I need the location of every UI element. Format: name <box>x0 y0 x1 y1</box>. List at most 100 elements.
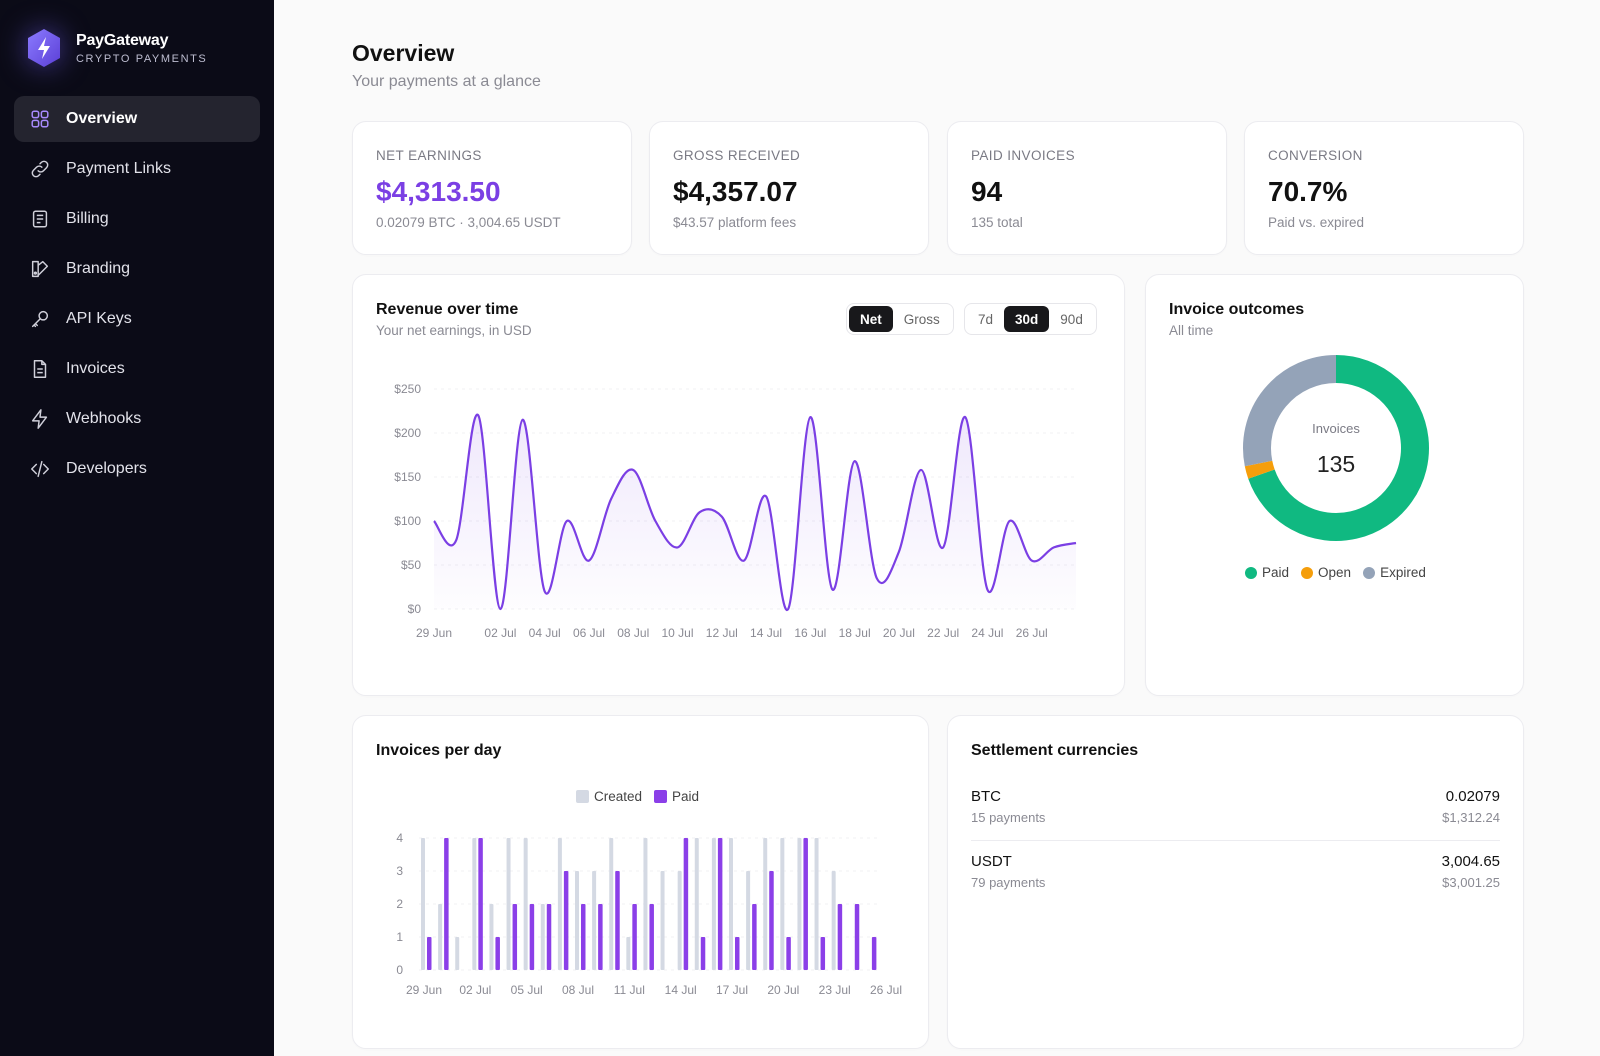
x-tick-label: 12 Jul <box>706 626 738 640</box>
legend-swatch <box>654 790 668 803</box>
sidebar-item-label: API Keys <box>66 310 132 327</box>
range-toggle: 7d 30d 90d <box>964 303 1097 335</box>
legend-item-expired: Expired <box>1363 565 1426 580</box>
link-icon <box>28 157 52 181</box>
bar-paid <box>427 937 432 970</box>
legend-item-paid: Paid <box>1245 565 1289 580</box>
currency-amount: 3,004.65 <box>1441 853 1500 870</box>
card-title: Revenue over time <box>376 301 519 318</box>
x-tick-label: 04 Jul <box>529 626 561 640</box>
y-tick-label: $0 <box>408 602 422 616</box>
x-tick-label: 18 Jul <box>839 626 871 640</box>
lightning-hexagon-icon <box>26 28 62 68</box>
currency-row-btc[interactable]: BTC 15 payments 0.02079 $1,312.24 <box>971 782 1500 846</box>
range-7d-button[interactable]: 7d <box>978 311 994 327</box>
x-tick-label: 06 Jul <box>573 626 605 640</box>
bar-created <box>660 871 665 970</box>
card-title: Invoices per day <box>376 742 502 759</box>
bar-paid <box>769 871 774 970</box>
bar-created <box>557 838 562 970</box>
bar-created <box>472 838 477 970</box>
bar-created <box>626 937 631 970</box>
stat-value: $4,357.07 <box>673 176 798 207</box>
stat-card-net-earnings: NET EARNINGS $4,313.50 0.02079 BTC · 3,0… <box>352 121 632 255</box>
donut-slice-open <box>1244 460 1275 479</box>
y-tick-label: 4 <box>396 831 403 845</box>
legend-swatch <box>1245 566 1257 579</box>
stat-sub: 135 total <box>971 215 1023 230</box>
stat-sub: 0.02079 BTC · 3,004.65 USDT <box>376 215 561 230</box>
x-tick-label: 24 Jul <box>971 626 1003 640</box>
stat-value: 70.7% <box>1268 176 1348 207</box>
legend-item-created: Created <box>576 789 642 804</box>
legend-swatch <box>1363 566 1376 579</box>
legend-swatch <box>576 790 589 803</box>
outcomes-donut-chart: Invoices 135 <box>1243 355 1429 541</box>
sidebar-item-branding[interactable]: Branding <box>14 246 260 292</box>
sidebar-item-label: Branding <box>66 260 131 277</box>
sidebar-item-developers[interactable]: Developers <box>14 446 260 492</box>
bar-created <box>609 838 614 970</box>
bar-paid <box>735 937 740 970</box>
bar-paid <box>546 904 552 970</box>
y-tick-label: $250 <box>394 382 421 396</box>
x-tick-label: 14 Jul <box>750 626 782 640</box>
legend-item-open: Open <box>1301 565 1351 580</box>
currency-row-usdt[interactable]: USDT 79 payments 3,004.65 $3,001.25 <box>971 847 1500 911</box>
bar-created <box>575 871 579 970</box>
stat-label: GROSS RECEIVED <box>673 148 801 163</box>
sidebar-item-payment-links[interactable]: Payment Links <box>14 146 260 192</box>
bar-created <box>763 838 768 970</box>
metric-toggle: Net Gross <box>846 303 954 335</box>
stat-card-paid-invoices: PAID INVOICES 94 135 total <box>947 121 1227 255</box>
y-tick-label: $50 <box>401 558 421 572</box>
card-subtitle: Your net earnings, in USD <box>376 323 532 338</box>
range-90d-button[interactable]: 90d <box>1060 311 1083 327</box>
currency-amount: 0.02079 <box>1445 788 1500 805</box>
toggle-net-button[interactable]: Net <box>849 306 893 332</box>
sidebar-item-label: Payment Links <box>66 160 171 177</box>
revenue-area <box>434 414 1076 611</box>
x-tick-label: 29 Jun <box>416 626 452 640</box>
x-tick-label: 22 Jul <box>927 626 959 640</box>
legend-label: Open <box>1318 565 1352 580</box>
main-content: Overview Your payments at a glance NET E… <box>274 0 1600 1056</box>
range-30d-button[interactable]: 30d <box>1004 306 1050 332</box>
revenue-chart: $0 $50 $100 $150 $200 $250 29 Jun 02 Jul 04 Jul 0… <box>394 382 1077 640</box>
sidebar: PayGateway CRYPTO PAYMENTS Overview Paym… <box>0 0 274 1056</box>
bar-created <box>643 838 648 970</box>
stat-card-conversion: CONVERSION 70.7% Paid vs. expired <box>1244 121 1524 255</box>
brand[interactable]: PayGateway CRYPTO PAYMENTS <box>26 28 207 68</box>
currency-name: BTC <box>971 788 1001 805</box>
bar-paid <box>478 838 483 970</box>
bar-created <box>780 838 785 970</box>
sidebar-item-api-keys[interactable]: API Keys <box>14 296 260 342</box>
legend-label: Expired <box>1380 565 1426 580</box>
invoices-bar-chart: 0 1 2 3 4 29 Jun 02 Jul 05 Jul 08 Jul 11 Jul 14 Ju… <box>396 831 902 997</box>
brand-name: PayGateway <box>76 31 169 49</box>
x-tick-label: 14 Jul <box>665 983 697 997</box>
stat-sub: $43.57 platform fees <box>673 215 797 230</box>
donut-center-value: 135 <box>1317 451 1355 477</box>
bar-paid <box>854 904 860 970</box>
stat-value: 94 <box>971 176 1003 207</box>
x-tick-label: 08 Jul <box>562 983 594 997</box>
bar-created <box>438 904 443 970</box>
currency-payments: 79 payments <box>971 875 1046 890</box>
toggle-gross-button[interactable]: Gross <box>903 311 940 327</box>
stat-value: $4,313.50 <box>376 176 501 207</box>
currency-usd: $1,312.24 <box>1442 810 1500 825</box>
sidebar-nav: Overview Payment Links Billing Branding … <box>14 96 260 496</box>
bar-created <box>592 871 597 970</box>
bar-paid <box>615 871 620 970</box>
y-tick-label: 3 <box>396 864 403 878</box>
x-tick-label: 20 Jul <box>767 983 799 997</box>
donut-center-label: Invoices <box>1312 421 1360 436</box>
sidebar-item-overview[interactable]: Overview <box>14 96 260 142</box>
bar-paid <box>495 937 500 970</box>
bar-paid <box>752 904 757 970</box>
sidebar-item-invoices[interactable]: Invoices <box>14 346 260 392</box>
sidebar-item-webhooks[interactable]: Webhooks <box>14 396 260 442</box>
sidebar-item-billing[interactable]: Billing <box>14 196 260 242</box>
x-tick-label: 20 Jul <box>883 626 915 640</box>
